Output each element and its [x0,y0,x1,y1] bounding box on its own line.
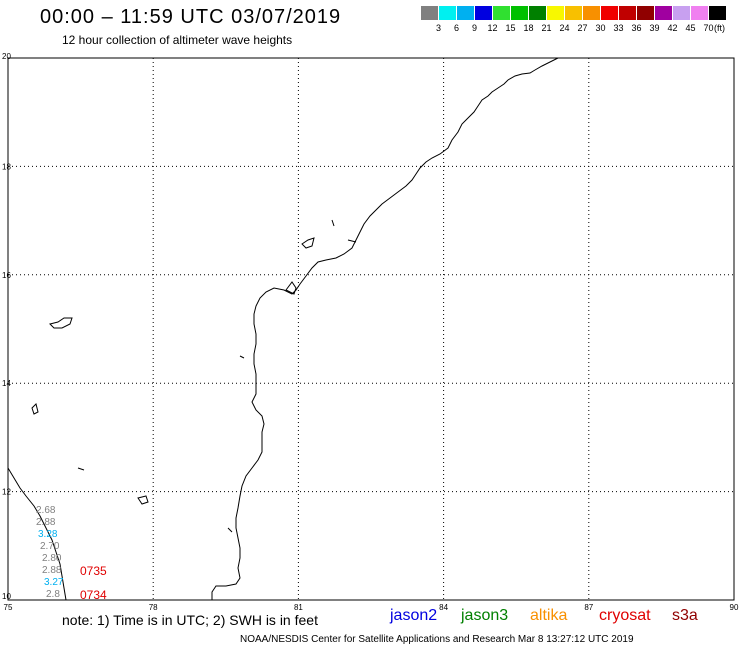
island [77,467,85,471]
map-frame [7,57,735,601]
lon-tick-label: 78 [149,603,158,612]
legend-label: 24 [559,23,570,33]
legend-label: 18 [523,23,534,33]
legend-swatch [511,6,528,20]
legend-label: 36 [631,23,642,33]
legend-label: 21 [541,23,552,33]
legend-label: 12 [487,23,498,33]
island [227,355,245,533]
axis-tick-labels: 75 78 81 84 87 90 20 18 16 14 12 10 [2,52,739,612]
wave-height-value: 2.68 [36,505,56,516]
wave-height-value: 3.28 [38,529,58,540]
legend-label: 70 [703,23,714,33]
legend-label: 39 [649,23,660,33]
lat-lon-grid [8,58,734,600]
lon-tick-label: 75 [4,603,13,612]
map-title: 00:00 – 11:59 UTC 03/07/2019 [40,6,342,28]
legend-swatch [475,6,492,20]
island [331,219,357,243]
wave-height-value: 2.88 [42,565,62,576]
lat-tick-label: 14 [2,379,11,388]
wave-height-value: 2.88 [36,517,56,528]
legend-swatch [673,6,690,20]
legend-label: 6 [453,23,459,33]
legend-swatch [655,6,672,20]
legend-label: 27 [577,23,588,33]
lat-tick-label: 18 [2,162,11,171]
coastline [211,57,559,600]
legend-label: 30 [595,23,606,33]
lon-tick-label: 84 [439,603,448,612]
wave-height-value: 3.27 [44,577,64,588]
coastline-west [7,467,67,601]
legend-label: 42 [667,23,678,33]
island [137,495,149,505]
lat-tick-label: 10 [2,592,11,601]
lon-tick-label: 87 [584,603,593,612]
legend-unit: (ft) [714,23,725,33]
map-subtitle: 12 hour collection of altimeter wave hei… [62,33,293,47]
pass-label: 0734 [80,588,107,602]
footnote: note: 1) Time is in UTC; 2) SWH is in fe… [62,612,318,628]
legend-label: 3 [435,23,441,33]
wave-height-value: 2.70 [40,541,60,552]
lat-tick-label: 12 [2,488,11,497]
satellite-s3a: s3a [672,607,698,624]
island [285,281,297,295]
wave-height-value: 2.80 [42,553,62,564]
legend-swatch [547,6,564,20]
lat-tick-label: 16 [2,271,11,280]
lat-tick-label: 20 [2,52,11,61]
legend-swatch [637,6,654,20]
legend-swatch [691,6,708,20]
legend-swatch [439,6,456,20]
credit-line: NOAA/NESDIS Center for Satellite Applica… [240,634,634,645]
legend-label: 15 [505,23,516,33]
lon-tick-label: 81 [294,603,303,612]
legend-label: 45 [685,23,696,33]
pass-label: 0735 [80,564,107,578]
island [49,317,73,329]
legend-swatch [529,6,546,20]
island [31,403,39,415]
legend-swatch [457,6,474,20]
legend-label: 9 [471,23,477,33]
wave-height-value: 2.8 [46,589,60,600]
legend-swatch [583,6,600,20]
legend-swatch [493,6,510,20]
legend-label: 33 [613,23,624,33]
legend-swatch [421,6,438,20]
lon-tick-label: 90 [730,603,739,612]
altimeter-observations: 2.682.883.282.702.802.883.272.8 [36,505,64,600]
legend-swatch [565,6,582,20]
legend-swatch [601,6,618,20]
legend-swatch [709,6,726,20]
satellite-jason2: jason2 [390,607,438,624]
legend-swatch [619,6,636,20]
satellite-jason3: jason3 [461,607,509,624]
satellite-cryosat: cryosat [599,607,651,624]
satellite-altika: altika [530,607,568,624]
island [301,237,315,249]
